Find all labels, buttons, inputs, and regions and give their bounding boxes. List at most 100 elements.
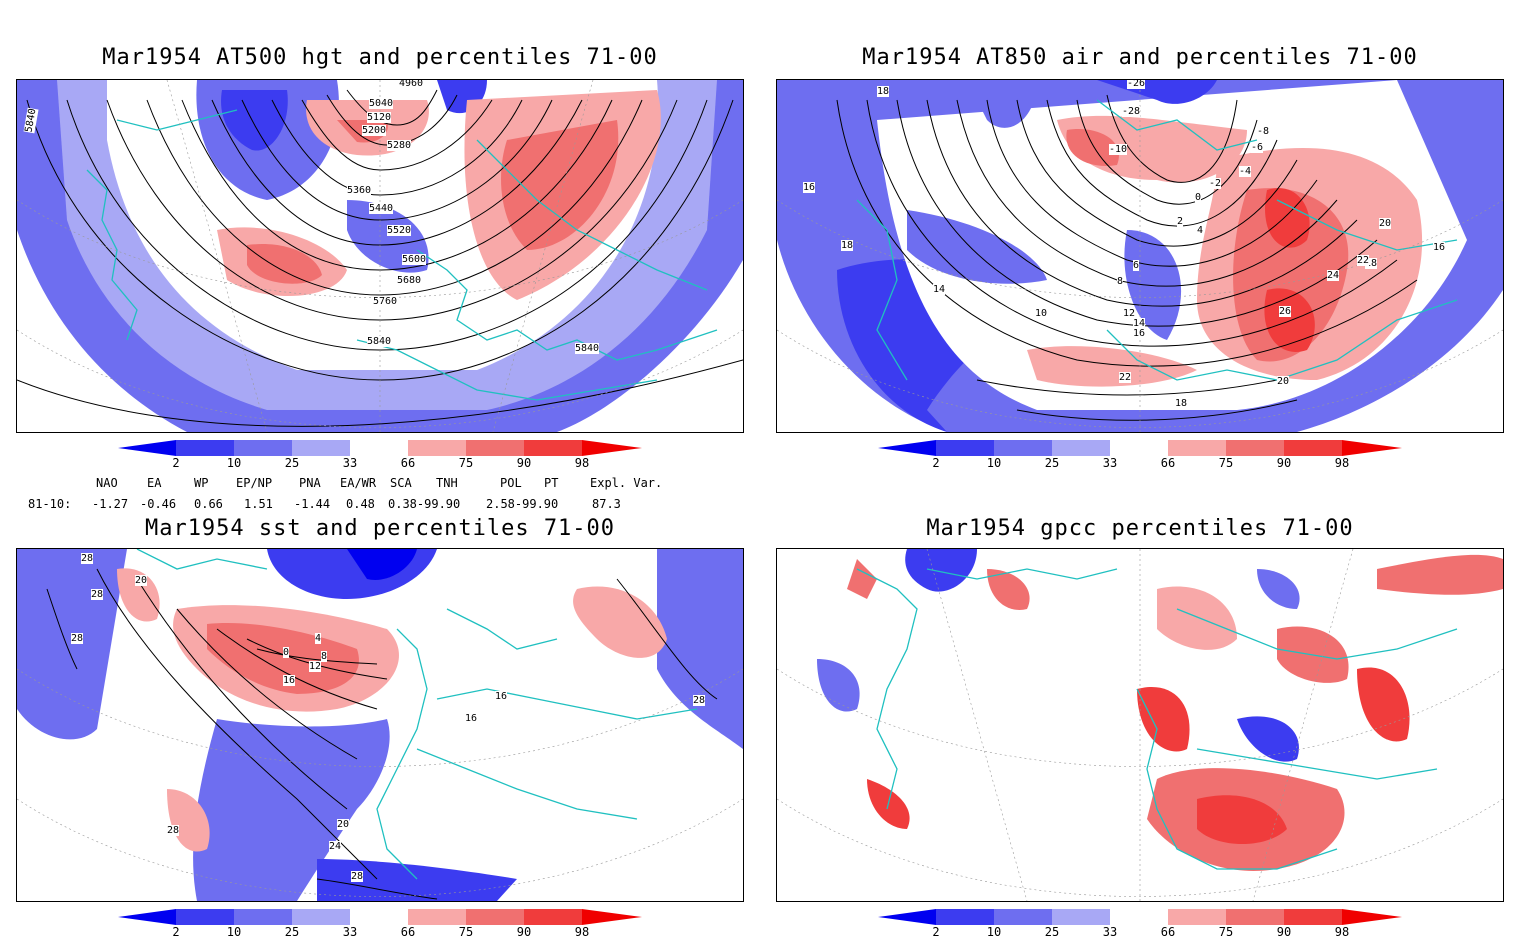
contour-label: 6 [1133,260,1140,271]
contour-label: 5040 [369,98,394,109]
contour-label: 20 [135,575,148,586]
colorbar-tick: 2 [932,925,940,939]
contour-label: -28 [1122,106,1141,117]
contour-label: 5600 [402,254,427,265]
colorbar-tl: 2 10 25 33 66 75 90 98 [118,440,648,476]
contour-label: -26 [1127,79,1146,89]
index-value: 87.3 [592,497,621,511]
index-value: -1.27 [92,497,129,511]
contour-label: 20 [1379,218,1392,229]
index-row-label: 81-10: [28,497,72,511]
colorbar-tick: 2 [932,456,940,470]
index-header: EP/NP [236,476,273,490]
map-hgt500-graphic [17,80,743,432]
contour-label: 14 [1133,318,1146,329]
contour-label: 4 [1197,225,1204,236]
colorbar-tick: 98 [574,456,590,470]
contour-label: 22 [1119,372,1132,383]
contour-label: 5680 [397,275,422,286]
colorbar-tick: 10 [226,925,242,939]
index-header: TNH [436,476,458,490]
colorbar-tick: 66 [400,456,416,470]
colorbar-tick: 33 [1102,456,1118,470]
colorbar-graphic [878,440,1402,456]
contour-label: 28 [91,589,104,600]
contour-label: 14 [933,284,946,295]
contour-label: 28 [167,825,180,836]
colorbar-tick: 25 [284,456,300,470]
colorbar-tick: 98 [1334,456,1350,470]
map-panel-sst: 28 20 28 28 0 4 8 12 16 16 16 20 24 28 2… [16,548,744,902]
contour-label: 18 [1365,258,1378,269]
colorbar-tr: 2 10 25 33 66 75 90 98 [878,440,1408,476]
contour-label: 5200 [362,125,387,136]
contour-label: 2 [1177,216,1184,227]
panel-title-bl: Mar1954 sst and percentiles 71-00 [144,516,616,541]
contour-label: 5840 [367,336,392,347]
colorbar-tick: 2 [172,456,180,470]
contour-label: 5360 [347,185,372,196]
contour-label: 10 [1035,308,1048,319]
index-value: 1.51 [244,497,273,511]
colorbar-tick: 33 [342,925,358,939]
contour-label: 22 [1357,255,1370,266]
colorbar-tick: 10 [986,456,1002,470]
colorbar-tick: 75 [458,925,474,939]
contour-label: 12 [309,661,322,672]
contour-label: 18 [1175,398,1188,409]
contour-label: 28 [81,553,94,564]
contour-label: 16 [803,182,816,193]
contour-label: 4960 [399,79,424,89]
contour-label: 5440 [369,203,394,214]
index-header: SCA [390,476,412,490]
colorbar-tick: 2 [172,925,180,939]
contour-label: 28 [693,695,706,706]
contour-label: 20 [1277,376,1290,387]
contour-label: 28 [71,633,84,644]
colorbar-tick: 90 [1276,456,1292,470]
contour-label: -2 [1209,178,1222,189]
colorbar-br: 2 10 25 33 66 75 90 98 [878,909,1408,945]
panel-title-tr: Mar1954 AT850 air and percentiles 71-00 [862,45,1418,70]
contour-label: 28 [351,871,364,882]
contour-label: 5760 [373,296,398,307]
colorbar-tick: 75 [1218,925,1234,939]
map-gpcc-graphic [777,549,1503,901]
contour-label: -8 [1257,126,1270,137]
colorbar-tick: 25 [1044,925,1060,939]
contour-label: 20 [337,819,350,830]
colorbar-tick: 33 [1102,925,1118,939]
colorbar-tick: 33 [342,456,358,470]
index-header: PT [544,476,559,490]
contour-label: 24 [329,841,342,852]
colorbar-tick: 90 [1276,925,1292,939]
contour-label: 12 [1123,308,1136,319]
index-header: PNA [299,476,321,490]
colorbar-tick: 25 [1044,456,1060,470]
index-value: 2.58-99.90 [486,497,559,511]
index-header: NAO [96,476,118,490]
colorbar-tick: 75 [1218,456,1234,470]
contour-label: -6 [1251,142,1264,153]
colorbar-tick: 90 [516,456,532,470]
map-panel-air850: -26 -28 -10 -8 -6 -4 -2 0 2 4 6 8 10 12 … [776,79,1504,433]
contour-label: 4 [315,633,322,644]
colorbar-graphic [878,909,1402,925]
map-panel-gpcc [776,548,1504,902]
contour-label: 5520 [387,225,412,236]
contour-label: 16 [495,691,508,702]
contour-label: -4 [1239,166,1252,177]
contour-label: 16 [283,675,296,686]
index-value: 0.48 [346,497,375,511]
index-value: 0.66 [194,497,223,511]
index-header: Expl. Var. [590,476,663,490]
colorbar-graphic [118,909,642,925]
contour-label: 5840 [575,343,600,354]
contour-label: 8 [321,651,328,662]
map-panel-hgt500: 4960 5040 5120 5200 5280 5360 5440 5520 … [16,79,744,433]
contour-label: 16 [465,713,478,724]
colorbar-tick: 75 [458,456,474,470]
contour-label: 16 [1433,242,1446,253]
contour-label: 26 [1279,306,1292,317]
contour-label: 0 [283,647,290,658]
